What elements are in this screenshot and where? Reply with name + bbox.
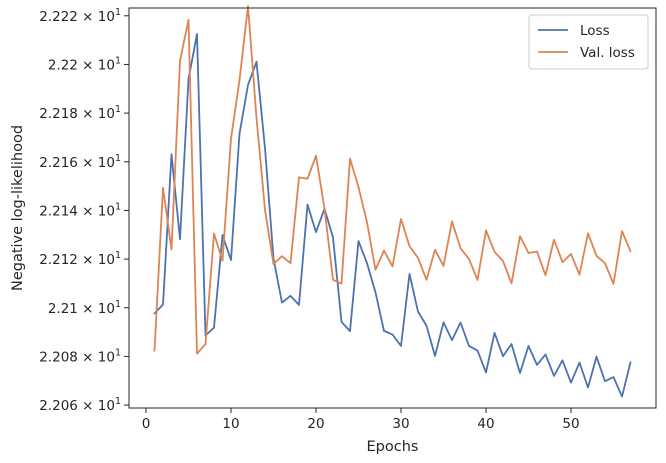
y-tick-label: 2.218 × 101: [39, 104, 121, 122]
y-tick-label: 2.216 × 101: [39, 153, 121, 171]
legend-label-val-loss: Val. loss: [580, 45, 635, 61]
plot-lines: [153, 5, 632, 398]
x-tick-label: 30: [392, 416, 409, 432]
y-axis-ticks: 2.206 × 101 2.208 × 101 2.21 × 101 2.212 × …: [39, 7, 129, 414]
legend-frame: [528, 14, 649, 70]
x-axis-ticks: 0 10 20 30 40 50: [142, 408, 580, 432]
x-tick-label: 20: [307, 416, 324, 432]
y-tick-label: 2.222 × 101: [39, 7, 121, 25]
x-tick-label: 0: [142, 416, 151, 432]
y-tick-label: 2.208 × 101: [39, 347, 121, 365]
y-tick-label: 2.22 × 101: [48, 55, 121, 73]
y-tick-label: 2.21 × 101: [48, 299, 121, 317]
x-tick-label: 40: [477, 416, 494, 432]
series-line-loss: [153, 33, 632, 398]
x-tick-label: 10: [222, 416, 239, 432]
legend-label-loss: Loss: [580, 23, 610, 39]
x-tick-label: 50: [562, 416, 579, 432]
y-axis-label: Negative log-likelihood: [10, 125, 26, 291]
plot-frame: [128, 7, 657, 409]
y-tick-label: 2.212 × 101: [39, 250, 121, 268]
legend: Loss Val. loss: [528, 14, 649, 70]
y-tick-label: 2.214 × 101: [39, 201, 121, 219]
y-tick-label: 2.206 × 101: [39, 396, 121, 414]
series-line-val-loss: [153, 5, 632, 355]
x-axis-label: Epochs: [367, 439, 419, 455]
